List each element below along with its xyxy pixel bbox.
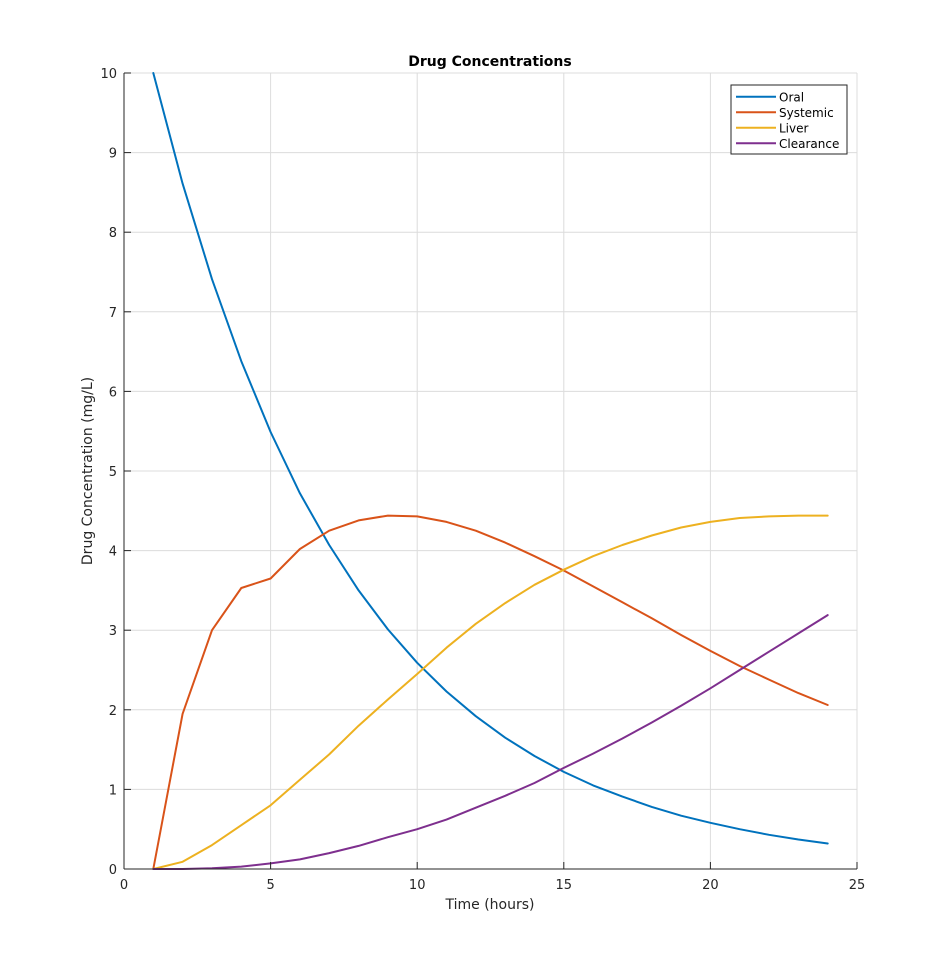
y-tick-label: 8 [109, 226, 117, 241]
y-tick-label: 7 [109, 306, 117, 321]
y-tick-label: 6 [109, 385, 117, 400]
grid-lines [124, 72, 858, 869]
series-line-clearance [152, 614, 829, 870]
y-axis-label: Drug Concentration (mg/L) [80, 377, 96, 565]
x-tick-label: 20 [702, 878, 719, 893]
y-tick-label: 10 [100, 67, 117, 82]
chart-title: Drug Concentrations [408, 54, 571, 70]
y-tick-label: 5 [109, 465, 117, 480]
y-tick-label: 2 [109, 704, 117, 719]
y-tick-label: 1 [109, 783, 117, 798]
series-line-systemic [152, 514, 829, 870]
y-tick-label: 3 [109, 624, 117, 639]
x-tick-label: 10 [409, 878, 426, 893]
series-lines [152, 72, 829, 870]
legend-label-liver: Liver [779, 121, 809, 135]
axes: 0 5 10 15 20 25 0 1 2 3 4 5 6 7 8 9 10 [100, 67, 865, 893]
legend-label-systemic: Systemic [779, 106, 834, 120]
x-tick-label: 25 [849, 878, 866, 893]
series-line-oral [152, 72, 829, 845]
legend-label-clearance: Clearance [779, 137, 839, 151]
legend-label-oral: Oral [779, 90, 804, 104]
series-line-liver [152, 514, 829, 870]
y-tick-label: 4 [109, 545, 117, 560]
x-tick-label: 0 [120, 878, 128, 893]
y-tick-label: 0 [109, 863, 117, 878]
x-tick-label: 5 [266, 878, 274, 893]
x-tick-label: 15 [556, 878, 573, 893]
y-tick-label: 9 [109, 147, 117, 162]
x-axis-label: Time (hours) [445, 897, 535, 913]
